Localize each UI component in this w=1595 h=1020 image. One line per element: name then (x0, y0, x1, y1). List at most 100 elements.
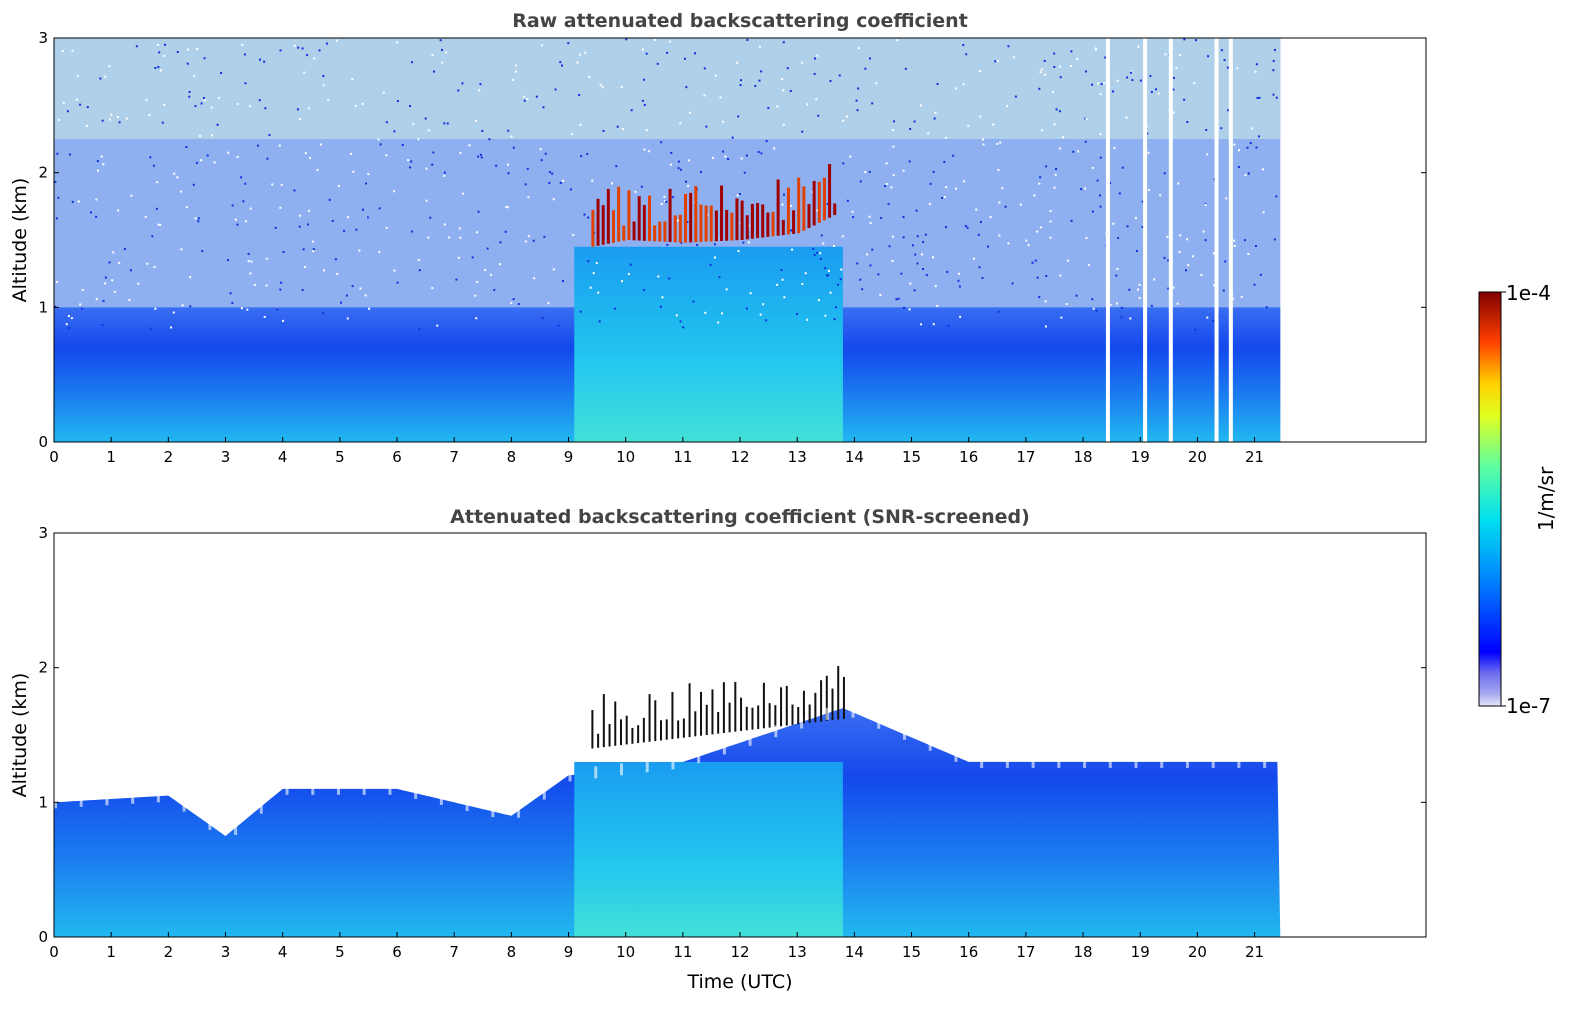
noise-speckle (351, 285, 354, 288)
x-tick-label: 13 (788, 943, 807, 961)
noise-speckle (481, 129, 484, 132)
noise-speckle (962, 83, 965, 86)
cloud-mark (756, 202, 760, 239)
noise-speckle (625, 38, 628, 41)
noise-speckle (90, 211, 93, 214)
noise-speckle (916, 262, 919, 265)
cloud-mark (689, 192, 693, 243)
cloud-mark (745, 215, 749, 240)
cloud-mark (591, 709, 594, 749)
noise-speckle (1220, 49, 1223, 52)
noise-speckle (196, 48, 199, 51)
noise-speckle (832, 244, 835, 247)
noise-speckle (1129, 317, 1132, 320)
noise-speckle (1058, 110, 1061, 113)
edge-gap (259, 801, 263, 814)
noise-speckle (902, 306, 905, 309)
noise-speckle (653, 38, 656, 41)
panel-title: Attenuated backscattering coefficient (S… (450, 506, 1030, 528)
noise-speckle (1213, 284, 1216, 287)
noise-speckle (827, 274, 830, 277)
y-axis-ticks: 0 1 2 3 (38, 524, 1426, 946)
noise-speckle (498, 263, 501, 266)
heatmap-field (54, 38, 1281, 442)
cloud-mark (627, 190, 631, 241)
noise-speckle (1172, 111, 1175, 114)
noise-speckle (1272, 93, 1275, 96)
noise-speckle (1273, 48, 1276, 51)
noise-speckle (578, 93, 581, 96)
x-tick-label: 0 (49, 943, 59, 961)
noise-speckle (293, 189, 296, 192)
noise-speckle (199, 134, 202, 137)
noise-speckle (457, 256, 460, 259)
noise-speckle (180, 248, 183, 251)
edge-gap (877, 716, 881, 729)
noise-speckle (868, 57, 871, 60)
noise-speckle (916, 235, 919, 238)
noise-speckle (1141, 225, 1144, 228)
noise-speckle (846, 199, 849, 202)
noise-speckle (663, 195, 666, 198)
noise-speckle (765, 319, 768, 322)
x-tick-label: 21 (1245, 943, 1264, 961)
edge-gap (234, 822, 238, 835)
noise-speckle (79, 303, 82, 306)
noise-speckle (851, 210, 854, 213)
noise-speckle (804, 272, 807, 275)
noise-speckle (893, 120, 896, 123)
noise-speckle (659, 305, 662, 308)
noise-speckle (869, 222, 872, 225)
noise-speckle (864, 171, 867, 174)
noise-speckle (1100, 83, 1103, 86)
noise-speckle (385, 226, 388, 229)
noise-speckle (1065, 303, 1068, 306)
cloud-mark (617, 186, 621, 242)
noise-speckle (687, 159, 690, 162)
noise-speckle (368, 307, 371, 310)
y-tick-label: 3 (38, 29, 48, 47)
edge-gap (79, 794, 83, 807)
noise-speckle (1186, 238, 1189, 241)
noise-speckle (884, 184, 887, 187)
noise-speckle (945, 226, 948, 229)
noise-speckle (71, 200, 74, 203)
noise-speckle (543, 235, 546, 238)
noise-speckle (493, 288, 496, 291)
noise-speckle (431, 54, 434, 57)
noise-speckle (116, 116, 119, 119)
noise-speckle (947, 324, 950, 327)
cloud-mark (711, 689, 714, 735)
noise-speckle (929, 182, 932, 185)
noise-speckle (149, 327, 152, 330)
edge-gap (851, 705, 855, 718)
noise-speckle (170, 326, 173, 329)
x-tick-label: 20 (1188, 943, 1207, 961)
noise-speckle (666, 51, 669, 54)
noise-speckle (526, 97, 529, 100)
edge-gap (1057, 755, 1061, 768)
noise-speckle (539, 148, 542, 151)
noise-speckle (158, 51, 161, 54)
y-axis-label: Altitude (km) (9, 673, 31, 798)
noise-speckle (526, 167, 529, 170)
noise-speckle (781, 203, 784, 206)
noise-speckle (325, 42, 328, 45)
noise-speckle (247, 252, 250, 255)
noise-speckle (385, 154, 388, 157)
cloud-mark (637, 725, 640, 744)
noise-speckle (146, 262, 149, 265)
noise-speckle (1096, 179, 1099, 182)
x-tick-label: 7 (449, 943, 459, 961)
noise-speckle (197, 217, 200, 220)
noise-speckle (160, 69, 163, 72)
noise-speckle (1092, 307, 1095, 310)
edge-gap (156, 790, 160, 803)
noise-speckle (249, 105, 252, 108)
x-tick-label: 16 (959, 943, 978, 961)
cloud-mark (660, 720, 663, 741)
noise-speckle (1109, 182, 1112, 185)
noise-speckle (354, 104, 357, 107)
data-gap (1228, 38, 1233, 442)
noise-speckle (840, 268, 843, 271)
